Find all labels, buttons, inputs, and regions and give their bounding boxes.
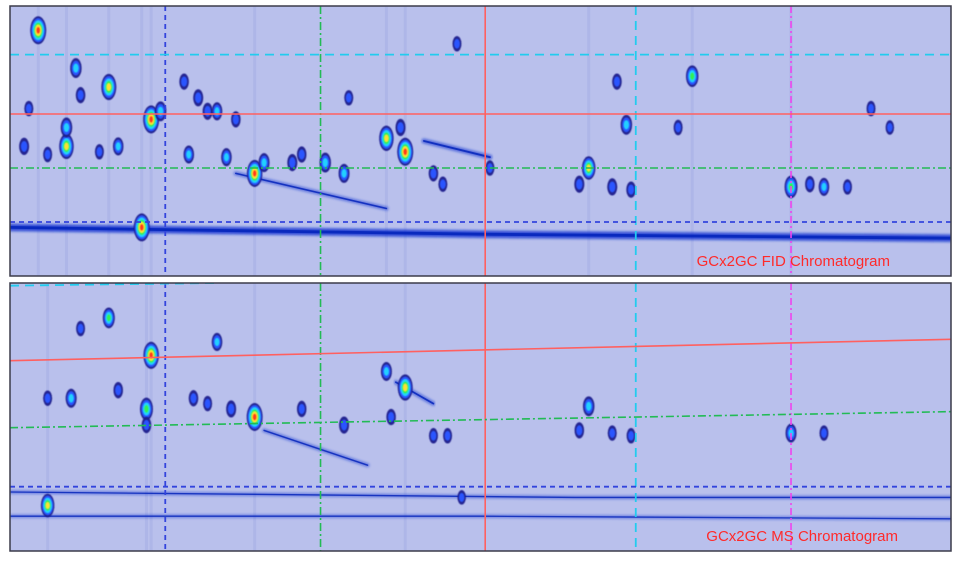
peak-spot: [582, 396, 595, 417]
elution-column: [690, 6, 694, 276]
panel-label: GCx2GC FID Chromatogram: [697, 253, 890, 270]
horizontal-marker-line: [10, 338, 951, 362]
panel-frame: [9, 5, 952, 277]
elution-column: [107, 6, 111, 276]
peak-spot: [183, 145, 195, 164]
panel-label: GCx2GC MS Chromatogram: [706, 528, 898, 545]
peak-spot: [457, 490, 466, 505]
peak-spot: [386, 408, 396, 426]
peak-spot: [287, 154, 298, 172]
peak-spot: [75, 86, 86, 104]
peak-spot: [141, 416, 152, 434]
peak-spot: [221, 148, 232, 167]
peak-spot: [339, 416, 350, 434]
elution-column: [403, 283, 407, 551]
peak-spot: [65, 388, 77, 408]
peak-spot: [626, 428, 636, 444]
ms-chromatogram-panel: GCx2GC MS Chromatogram: [9, 282, 952, 552]
peak-spot: [226, 400, 237, 418]
peak-spot: [60, 117, 73, 138]
peak-spot: [94, 144, 104, 160]
peak-spot: [19, 137, 30, 155]
peak-spot: [43, 390, 53, 406]
peak-spot: [620, 114, 633, 135]
peak-spot: [344, 90, 354, 106]
peak-spot: [428, 165, 439, 182]
peak-spot: [338, 163, 350, 183]
bleed-streak-core: [263, 429, 369, 466]
peak-spot: [231, 111, 241, 128]
elution-column: [149, 283, 153, 551]
peak-spot: [395, 118, 406, 137]
horizontal-marker-line: [10, 410, 951, 429]
plot-background: [10, 283, 951, 551]
peak-spot: [485, 160, 495, 176]
peak-spot: [202, 102, 213, 120]
peak-spot: [139, 397, 153, 421]
peak-spot: [626, 181, 636, 198]
peak-spot: [805, 176, 815, 193]
peak-spot: [43, 146, 53, 163]
peak-spot: [246, 403, 263, 431]
elution-column: [149, 6, 153, 276]
elution-column: [253, 6, 257, 276]
peak-spot: [113, 382, 123, 399]
bleed-streak-core: [423, 140, 491, 159]
peak-spot: [101, 73, 117, 101]
peak-spot: [428, 428, 438, 444]
peak-spot: [866, 100, 876, 117]
peak-spot: [819, 425, 829, 441]
bleed-streak-core: [10, 515, 951, 520]
elution-column: [140, 6, 144, 276]
peak-spot: [380, 361, 392, 381]
peak-spot: [673, 119, 683, 136]
peak-spot: [842, 179, 852, 195]
peak-spot: [211, 332, 223, 352]
elution-column: [36, 6, 40, 276]
peak-spot: [319, 152, 331, 173]
fid-chromatogram-panel: GCx2GC FID Chromatogram: [9, 5, 952, 277]
peak-spot: [203, 395, 213, 412]
peak-spot: [452, 36, 462, 52]
peak-spot: [112, 137, 124, 156]
peak-spot: [397, 137, 414, 166]
peak-spot: [296, 400, 307, 418]
peak-spot: [102, 307, 115, 329]
peak-spot: [59, 133, 74, 160]
peak-spot: [211, 102, 223, 121]
peak-spot: [612, 73, 622, 90]
peak-spot: [24, 100, 34, 117]
peak-spot: [397, 374, 413, 401]
peak-spot: [70, 58, 82, 79]
peak-spot: [133, 213, 150, 242]
peak-spot: [188, 390, 199, 407]
peak-spot: [885, 120, 895, 135]
peak-spot: [179, 73, 189, 90]
peak-spot: [379, 125, 394, 151]
peak-spot: [193, 89, 204, 107]
peak-spot: [574, 175, 585, 193]
peak-spot: [443, 428, 453, 444]
peak-spot: [607, 425, 617, 441]
peak-spot: [76, 320, 86, 337]
peak-spot: [296, 146, 307, 163]
peak-spot: [143, 341, 159, 369]
peak-spot: [40, 493, 55, 518]
peak-spot: [574, 422, 585, 439]
peak-spot: [258, 153, 270, 173]
peak-spot: [438, 176, 448, 192]
panel-frame: [9, 282, 952, 552]
bleed-streak-core: [10, 226, 951, 240]
peak-spot: [607, 178, 618, 196]
bleed-streak-core: [10, 491, 951, 499]
peak-spot: [30, 16, 47, 45]
peak-spot: [685, 65, 699, 88]
elution-column: [587, 6, 591, 276]
elution-column: [46, 283, 50, 551]
peak-spot: [581, 156, 596, 180]
peak-spot: [818, 177, 830, 196]
